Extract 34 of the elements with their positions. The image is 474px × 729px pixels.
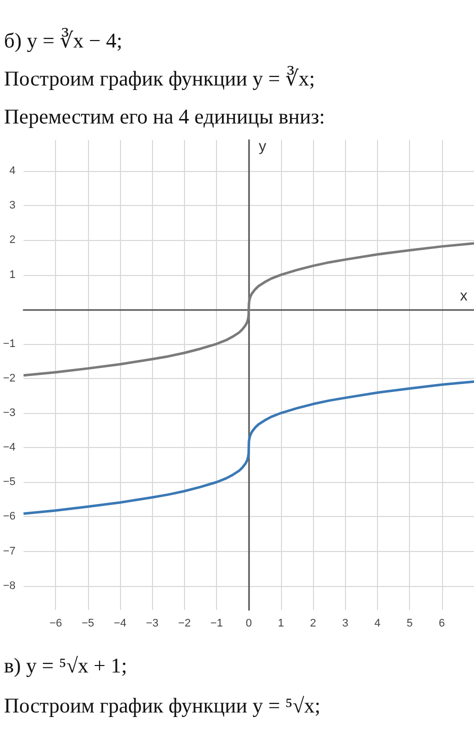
y-tick-label: −5 — [2, 476, 16, 488]
y-tick-label: −6 — [2, 510, 16, 523]
x-tick-label: 2 — [310, 618, 316, 630]
text: Построим график функции y = ∛x; — [4, 66, 316, 90]
x-tick-label: 3 — [342, 618, 348, 630]
y-axis-title: y — [258, 138, 267, 155]
y-tick-label: −8 — [2, 580, 16, 592]
x-tick-label: −4 — [114, 618, 126, 630]
y-tick-label: −4 — [2, 442, 16, 454]
y-tick-label: 4 — [9, 165, 16, 178]
y-tick-label: 3 — [9, 200, 16, 212]
y-tick-label: −2 — [2, 372, 16, 384]
x-axis-title: x — [460, 287, 468, 304]
x-tick-label: 0 — [246, 618, 252, 630]
y-tick-label: −1 — [2, 338, 16, 350]
x-tick-label: 5 — [406, 618, 413, 630]
line-series — [22, 380, 474, 515]
y-tick-label: 2 — [9, 234, 16, 246]
text: в) y = ⁵√x + 1; — [4, 654, 128, 678]
x-tick-label: −5 — [82, 618, 94, 630]
x-tick-label: −2 — [178, 618, 191, 630]
line-series — [22, 242, 474, 377]
x-tick-label: −3 — [146, 618, 159, 630]
y-tick-label: 1 — [9, 268, 16, 281]
x-tick-label: −1 — [210, 618, 223, 630]
y-tick-label: −3 — [2, 407, 16, 420]
text: б) y = ∛x − 4; — [4, 28, 122, 52]
x-tick-label: 6 — [438, 618, 445, 630]
x-tick-label: −6 — [49, 618, 62, 630]
x-tick-label: 4 — [374, 618, 381, 630]
x-tick-label: 1 — [278, 618, 284, 630]
text: Переместим его на 4 единицы вниз: — [4, 104, 325, 128]
y-tick-label: −7 — [2, 545, 16, 558]
text: Построим график функции y = ⁵√x; — [4, 694, 320, 718]
